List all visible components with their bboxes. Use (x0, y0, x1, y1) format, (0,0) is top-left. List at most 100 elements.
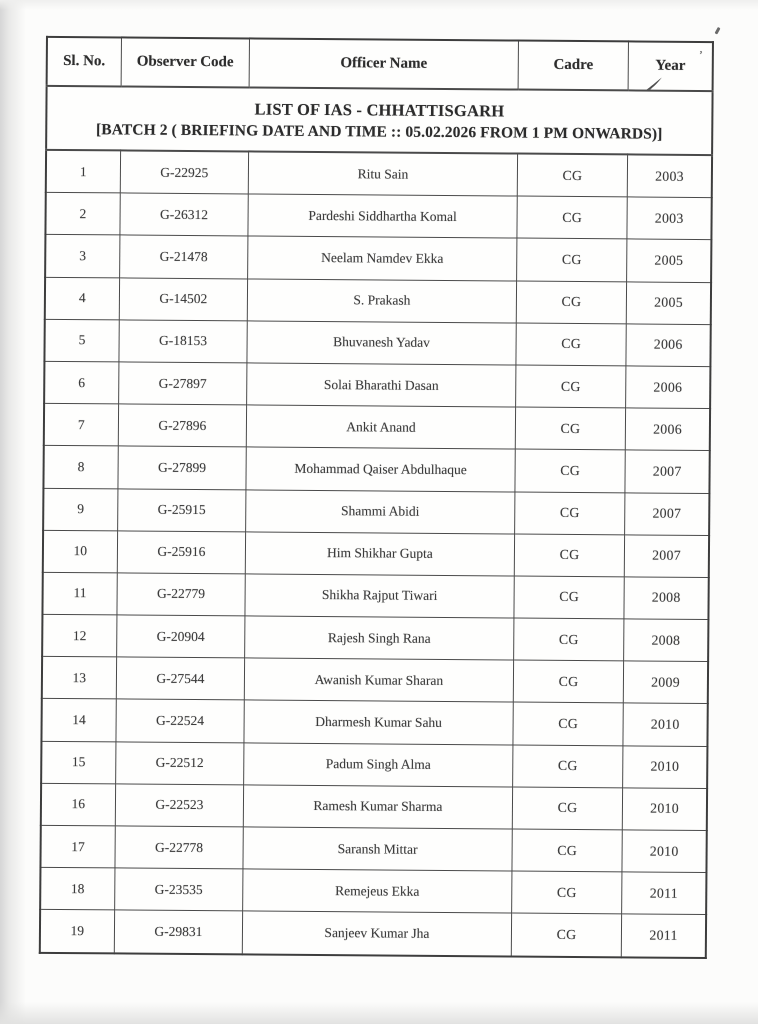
table-row: 7 G-27896 Ankit Anand CG 2006 (43, 403, 711, 451)
cell-sl-no: 10 (42, 530, 118, 573)
table-row: 2 G-26312 Pardeshi Siddhartha Komal CG 2… (45, 192, 712, 240)
cell-sl-no: 1 (45, 149, 121, 194)
cell-cadre: CG (515, 322, 627, 366)
cell-cadre: CG (511, 871, 623, 915)
cell-observer-code: G-21478 (119, 235, 249, 279)
cell-cadre: CG (511, 829, 623, 873)
cell-officer-name: Sanjeev Kumar Jha (242, 911, 512, 957)
cell-officer-name: Mohammad Qaiser Abdulhaque (246, 447, 516, 492)
cell-observer-code: G-22925 (119, 150, 249, 195)
cell-year: 2006 (625, 408, 711, 451)
cell-officer-name: Bhuvanesh Yadav (247, 320, 517, 365)
cell-officer-name: Awanish Kumar Sharan (244, 658, 514, 703)
table-body: 1 G-22925 Ritu Sain CG 2003 2 G-26312 Pa… (39, 149, 713, 958)
cell-observer-code: G-26312 (119, 193, 249, 237)
cell-year: 2010 (622, 787, 708, 831)
cell-cadre: CG (512, 786, 623, 830)
cell-cadre: CG (515, 407, 626, 451)
cell-observer-code: G-20904 (116, 614, 246, 659)
cell-officer-name: Ankit Anand (246, 405, 516, 450)
cell-cadre: CG (515, 364, 627, 409)
cell-cadre: CG (511, 913, 622, 957)
cell-officer-name: Shikha Rajput Tiwari (245, 573, 515, 619)
pen-apostrophe-mark-icon: ’ (698, 47, 703, 63)
cell-officer-name: Pardeshi Siddhartha Komal (248, 194, 518, 239)
cell-year: 2007 (624, 534, 710, 578)
cell-year: 2003 (627, 197, 712, 240)
header-row: Sl. No. Observer Code Officer Name Cadre… (46, 36, 713, 92)
cell-sl-no: 6 (44, 361, 119, 405)
cell-year: 2007 (624, 492, 710, 536)
scan-edge-bottom-shadow (0, 1002, 758, 1024)
column-header-year: Year ’ (628, 41, 713, 92)
cell-year: 2008 (624, 576, 709, 620)
column-header-officer-name: Officer Name (249, 38, 519, 90)
cell-year: 2010 (622, 745, 708, 789)
cell-year: 2008 (623, 618, 709, 662)
table-tilt-wrapper: Sl. No. Observer Code Officer Name Cadre… (38, 26, 720, 959)
cell-year: 2006 (626, 323, 711, 367)
cell-observer-code: G-22524 (115, 699, 245, 743)
cell-sl-no: 15 (41, 740, 116, 784)
cell-year: 2003 (627, 154, 713, 198)
cell-officer-name: Remejeus Ekka (242, 869, 512, 914)
title-row: LIST OF IAS - CHHATTISGARH [BATCH 2 ( BR… (46, 85, 713, 156)
cell-officer-name: Saransh Mittar (243, 826, 513, 872)
table-row: 14 G-22524 Dharmesh Kumar Sahu CG 2010 (41, 698, 708, 747)
cell-sl-no: 8 (43, 445, 118, 489)
table-row: 13 G-27544 Awanish Kumar Sharan CG 2009 (41, 656, 709, 704)
cell-observer-code: G-22512 (115, 741, 245, 785)
cell-officer-name: Neelam Namdev Ekka (247, 236, 517, 281)
officer-list-table: Sl. No. Observer Code Officer Name Cadre… (38, 35, 714, 959)
cell-sl-no: 12 (42, 614, 117, 658)
cell-year: 2005 (626, 281, 712, 325)
table-row: 17 G-22778 Saransh Mittar CG 2010 (40, 825, 707, 873)
table-row: 19 G-29831 Sanjeev Kumar Jha CG 2011 (39, 909, 707, 958)
cell-officer-name: Solai Bharathi Dasan (246, 362, 516, 408)
cell-officer-name: Dharmesh Kumar Sahu (244, 700, 514, 745)
cell-cadre: CG (514, 491, 626, 535)
cell-observer-code: G-18153 (118, 319, 248, 363)
cell-sl-no: 9 (43, 487, 118, 531)
cell-cadre: CG (513, 660, 624, 704)
cell-year: 2007 (625, 450, 710, 494)
cell-officer-name: Him Shikhar Gupta (245, 531, 515, 576)
cell-cadre: CG (516, 196, 628, 240)
cell-officer-name: S. Prakash (247, 278, 517, 323)
cell-cadre: CG (513, 575, 625, 619)
cell-officer-name: Padum Singh Alma (243, 742, 513, 787)
cell-observer-code: G-27897 (118, 361, 248, 406)
pen-tick-mark-icon (714, 26, 720, 35)
cell-officer-name: Ritu Sain (248, 151, 518, 197)
list-title-cell: LIST OF IAS - CHHATTISGARH [BATCH 2 ( BR… (46, 85, 713, 156)
cell-sl-no: 11 (42, 572, 118, 615)
column-header-year-label: Year (655, 57, 686, 74)
cell-observer-code: G-25915 (117, 488, 247, 532)
cell-year: 2011 (621, 872, 707, 915)
table-row: 16 G-22523 Ramesh Kumar Sharma CG 2010 (40, 783, 708, 831)
column-header-observer-code: Observer Code (120, 37, 250, 88)
cell-sl-no: 17 (40, 825, 116, 869)
table-row: 1 G-22925 Ritu Sain CG 2003 (45, 149, 713, 198)
cell-sl-no: 13 (41, 656, 117, 700)
scan-edge-left-shadow (0, 0, 26, 1024)
cell-observer-code: G-22523 (115, 783, 244, 827)
cell-cadre: CG (517, 153, 628, 198)
cell-officer-name: Ramesh Kumar Sharma (243, 784, 513, 830)
cell-observer-code: G-25916 (117, 530, 246, 574)
cell-sl-no: 18 (40, 867, 115, 911)
cell-year: 2010 (622, 829, 707, 873)
cell-observer-code: G-22779 (116, 572, 246, 616)
table-row: 18 G-23535 Remejeus Ekka CG 2011 (40, 867, 707, 915)
cell-cadre: CG (513, 618, 625, 662)
cell-sl-no: 19 (39, 909, 115, 953)
cell-observer-code: G-27899 (117, 446, 247, 490)
table-row: 12 G-20904 Rajesh Singh Rana CG 2008 (42, 614, 709, 662)
table-row: 11 G-22779 Shikha Rajput Tiwari CG 2008 (42, 572, 709, 620)
column-header-sl-no: Sl. No. (46, 36, 122, 87)
batch-subtitle: [BATCH 2 ( BRIEFING DATE AND TIME :: 05.… (95, 120, 663, 143)
cell-observer-code: G-27896 (117, 404, 247, 448)
cell-observer-code: G-27544 (116, 657, 245, 701)
cell-sl-no: 7 (43, 403, 119, 447)
